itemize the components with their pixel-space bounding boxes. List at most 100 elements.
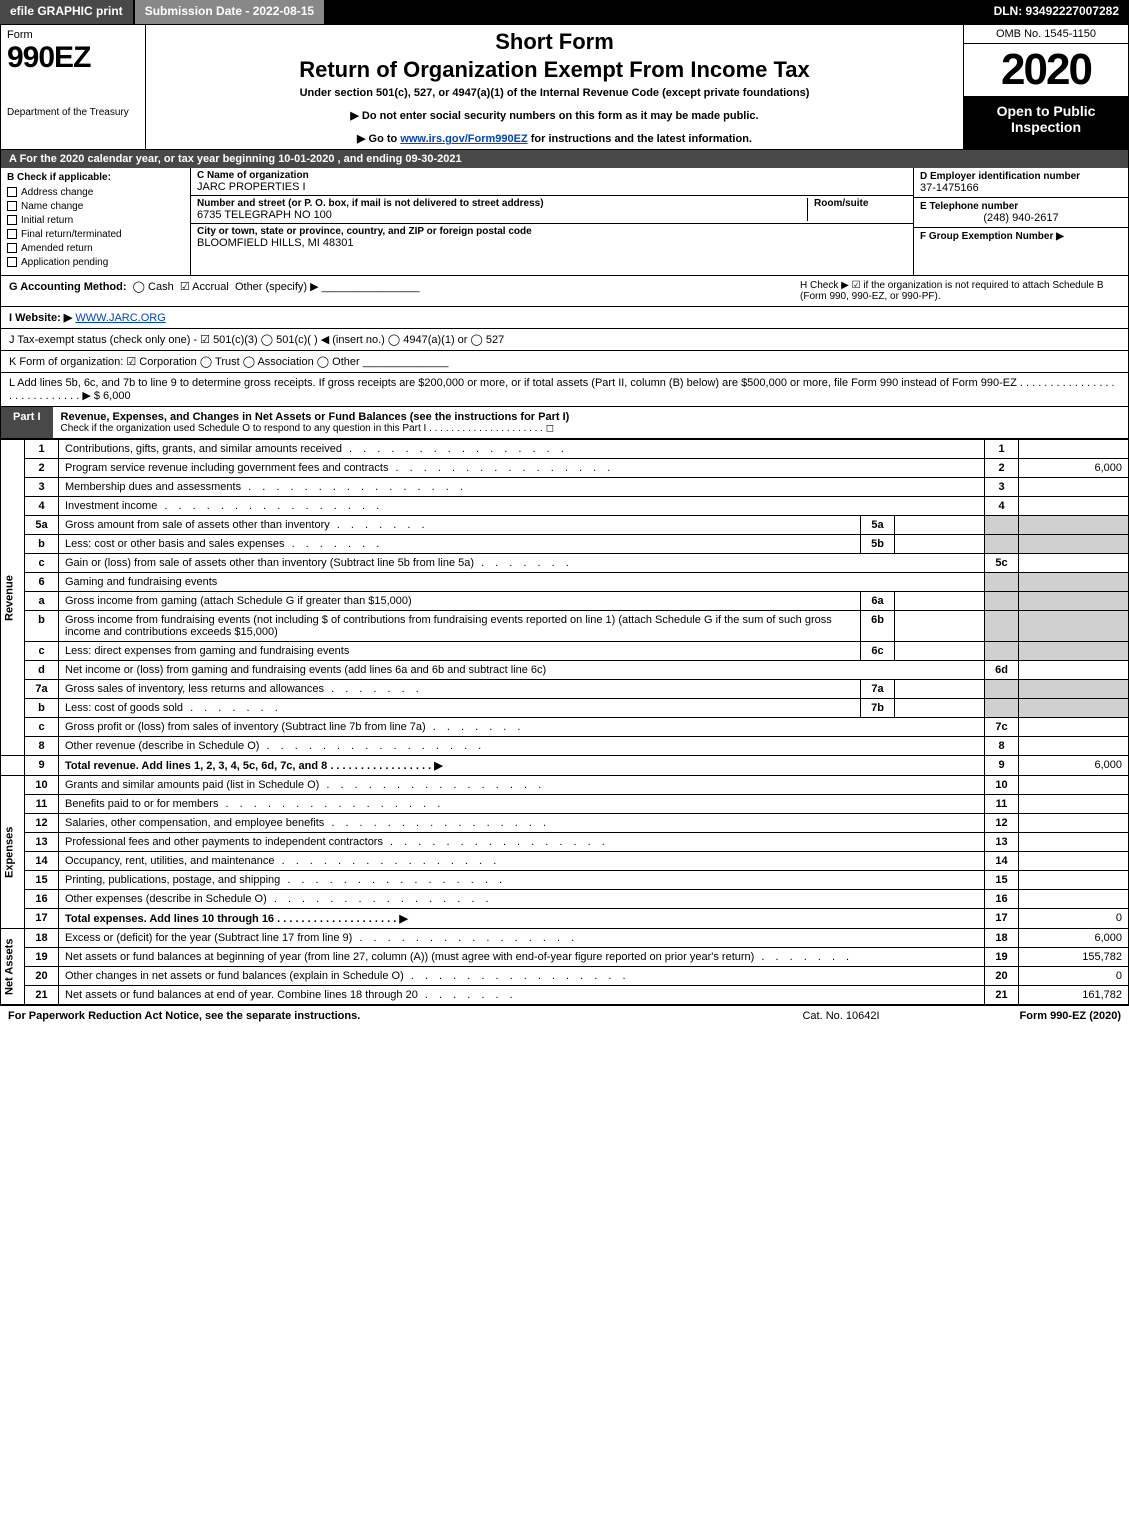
l19-desc: Net assets or fund balances at beginning… xyxy=(59,948,985,967)
l17-amt: 0 xyxy=(1019,909,1129,929)
check-amended-return[interactable]: Amended return xyxy=(7,243,184,254)
check-final-return[interactable]: Final return/terminated xyxy=(7,229,184,240)
d-value: 37-1475166 xyxy=(920,182,1122,194)
netassets-vlabel: Net Assets xyxy=(1,929,25,1005)
l16-desc: Other expenses (describe in Schedule O) xyxy=(59,890,985,909)
l10-amt xyxy=(1019,776,1129,795)
l6b-desc: Gross income from fundraising events (no… xyxy=(59,611,861,642)
l6b-num: b xyxy=(25,611,59,642)
irs-link[interactable]: www.irs.gov/Form990EZ xyxy=(400,133,527,145)
l1-desc: Contributions, gifts, grants, and simila… xyxy=(59,440,985,459)
form-word: Form xyxy=(7,29,139,41)
form-number: 990EZ xyxy=(7,41,139,75)
check-address-change[interactable]: Address change xyxy=(7,187,184,198)
l2-box: 2 xyxy=(985,459,1019,478)
l17-num: 17 xyxy=(25,909,59,929)
l5b-desc: Less: cost or other basis and sales expe… xyxy=(59,535,861,554)
l6c-desc: Less: direct expenses from gaming and fu… xyxy=(59,642,861,661)
l13-desc: Professional fees and other payments to … xyxy=(59,833,985,852)
line-5b: b Less: cost or other basis and sales ex… xyxy=(1,535,1129,554)
line-10: Expenses 10 Grants and similar amounts p… xyxy=(1,776,1129,795)
l11-amt xyxy=(1019,795,1129,814)
l6b-shade2 xyxy=(1019,611,1129,642)
l6a-inner: 6a xyxy=(861,592,895,611)
l4-amt xyxy=(1019,497,1129,516)
l7a-inner: 7a xyxy=(861,680,895,699)
l6c-shade xyxy=(985,642,1019,661)
l5c-desc: Gain or (loss) from sale of assets other… xyxy=(59,554,985,573)
l21-desc: Net assets or fund balances at end of ye… xyxy=(59,986,985,1005)
line-6a: a Gross income from gaming (attach Sched… xyxy=(1,592,1129,611)
l5b-num: b xyxy=(25,535,59,554)
l12-amt xyxy=(1019,814,1129,833)
check-name-change[interactable]: Name change xyxy=(7,201,184,212)
city-label: City or town, state or province, country… xyxy=(197,226,532,237)
header-center: Short Form Return of Organization Exempt… xyxy=(146,25,963,149)
l14-amt xyxy=(1019,852,1129,871)
l6-num: 6 xyxy=(25,573,59,592)
addr-value: 6735 TELEGRAPH NO 100 xyxy=(197,209,332,221)
l7a-shade xyxy=(985,680,1019,699)
l4-box: 4 xyxy=(985,497,1019,516)
l13-amt xyxy=(1019,833,1129,852)
check-final-return-label: Final return/terminated xyxy=(21,229,122,240)
check-application-pending-label: Application pending xyxy=(21,257,108,268)
l15-num: 15 xyxy=(25,871,59,890)
l20-amt: 0 xyxy=(1019,967,1129,986)
line-2: 2 Program service revenue including gove… xyxy=(1,459,1129,478)
l10-box: 10 xyxy=(985,776,1019,795)
l6a-shade xyxy=(985,592,1019,611)
revenue-vlabel: Revenue xyxy=(1,440,25,756)
c-label: C Name of organization xyxy=(197,170,309,181)
l8-box: 8 xyxy=(985,737,1019,756)
part1-table: Revenue 1 Contributions, gifts, grants, … xyxy=(0,439,1129,1005)
room-label: Room/suite xyxy=(814,198,868,209)
submission-date-button[interactable]: Submission Date - 2022-08-15 xyxy=(135,0,326,24)
l5b-inner: 5b xyxy=(861,535,895,554)
h-check: H Check ▶ ☑ if the organization is not r… xyxy=(800,280,1120,302)
line-7a: 7a Gross sales of inventory, less return… xyxy=(1,680,1129,699)
line-20: 20 Other changes in net assets or fund b… xyxy=(1,967,1129,986)
l6d-amt xyxy=(1019,661,1129,680)
l18-box: 18 xyxy=(985,929,1019,948)
l7c-box: 7c xyxy=(985,718,1019,737)
l7b-desc: Less: cost of goods sold xyxy=(59,699,861,718)
warn2-post: for instructions and the latest informat… xyxy=(528,133,752,145)
l9-box: 9 xyxy=(985,756,1019,776)
tax-year: 2020 xyxy=(964,44,1128,97)
l18-amt: 6,000 xyxy=(1019,929,1129,948)
l5c-box: 5c xyxy=(985,554,1019,573)
l3-amt xyxy=(1019,478,1129,497)
page-footer: For Paperwork Reduction Act Notice, see … xyxy=(0,1005,1129,1026)
g-accounting: G Accounting Method: ◯ Cash ☑ Accrual Ot… xyxy=(9,280,800,302)
l-label: L Add lines 5b, 6c, and 7b to line 9 to … xyxy=(9,377,1115,402)
short-form-title: Short Form xyxy=(154,29,955,55)
efile-print-button[interactable]: efile GRAPHIC print xyxy=(0,0,135,24)
part1-badge: Part I xyxy=(1,407,53,438)
check-application-pending[interactable]: Application pending xyxy=(7,257,184,268)
i-label: I Website: ▶ xyxy=(9,312,72,324)
l14-desc: Occupancy, rent, utilities, and maintena… xyxy=(59,852,985,871)
l4-num: 4 xyxy=(25,497,59,516)
l7a-ival xyxy=(895,680,985,699)
l7c-amt xyxy=(1019,718,1129,737)
line-1: Revenue 1 Contributions, gifts, grants, … xyxy=(1,440,1129,459)
l6a-num: a xyxy=(25,592,59,611)
l3-desc: Membership dues and assessments xyxy=(59,478,985,497)
l6-shade2 xyxy=(1019,573,1129,592)
l6c-shade2 xyxy=(1019,642,1129,661)
website-link[interactable]: WWW.JARC.ORG xyxy=(75,312,165,324)
check-address-change-label: Address change xyxy=(21,187,93,198)
e-label: E Telephone number xyxy=(920,201,1018,212)
part1-sub: Check if the organization used Schedule … xyxy=(61,423,1120,434)
g-label: G Accounting Method: xyxy=(9,281,127,293)
check-initial-return[interactable]: Initial return xyxy=(7,215,184,226)
row-k: K Form of organization: ☑ Corporation ◯ … xyxy=(0,351,1129,373)
f-label: F Group Exemption Number ▶ xyxy=(920,231,1064,242)
l7a-num: 7a xyxy=(25,680,59,699)
line-15: 15 Printing, publications, postage, and … xyxy=(1,871,1129,890)
l13-num: 13 xyxy=(25,833,59,852)
l12-desc: Salaries, other compensation, and employ… xyxy=(59,814,985,833)
l19-box: 19 xyxy=(985,948,1019,967)
l21-num: 21 xyxy=(25,986,59,1005)
